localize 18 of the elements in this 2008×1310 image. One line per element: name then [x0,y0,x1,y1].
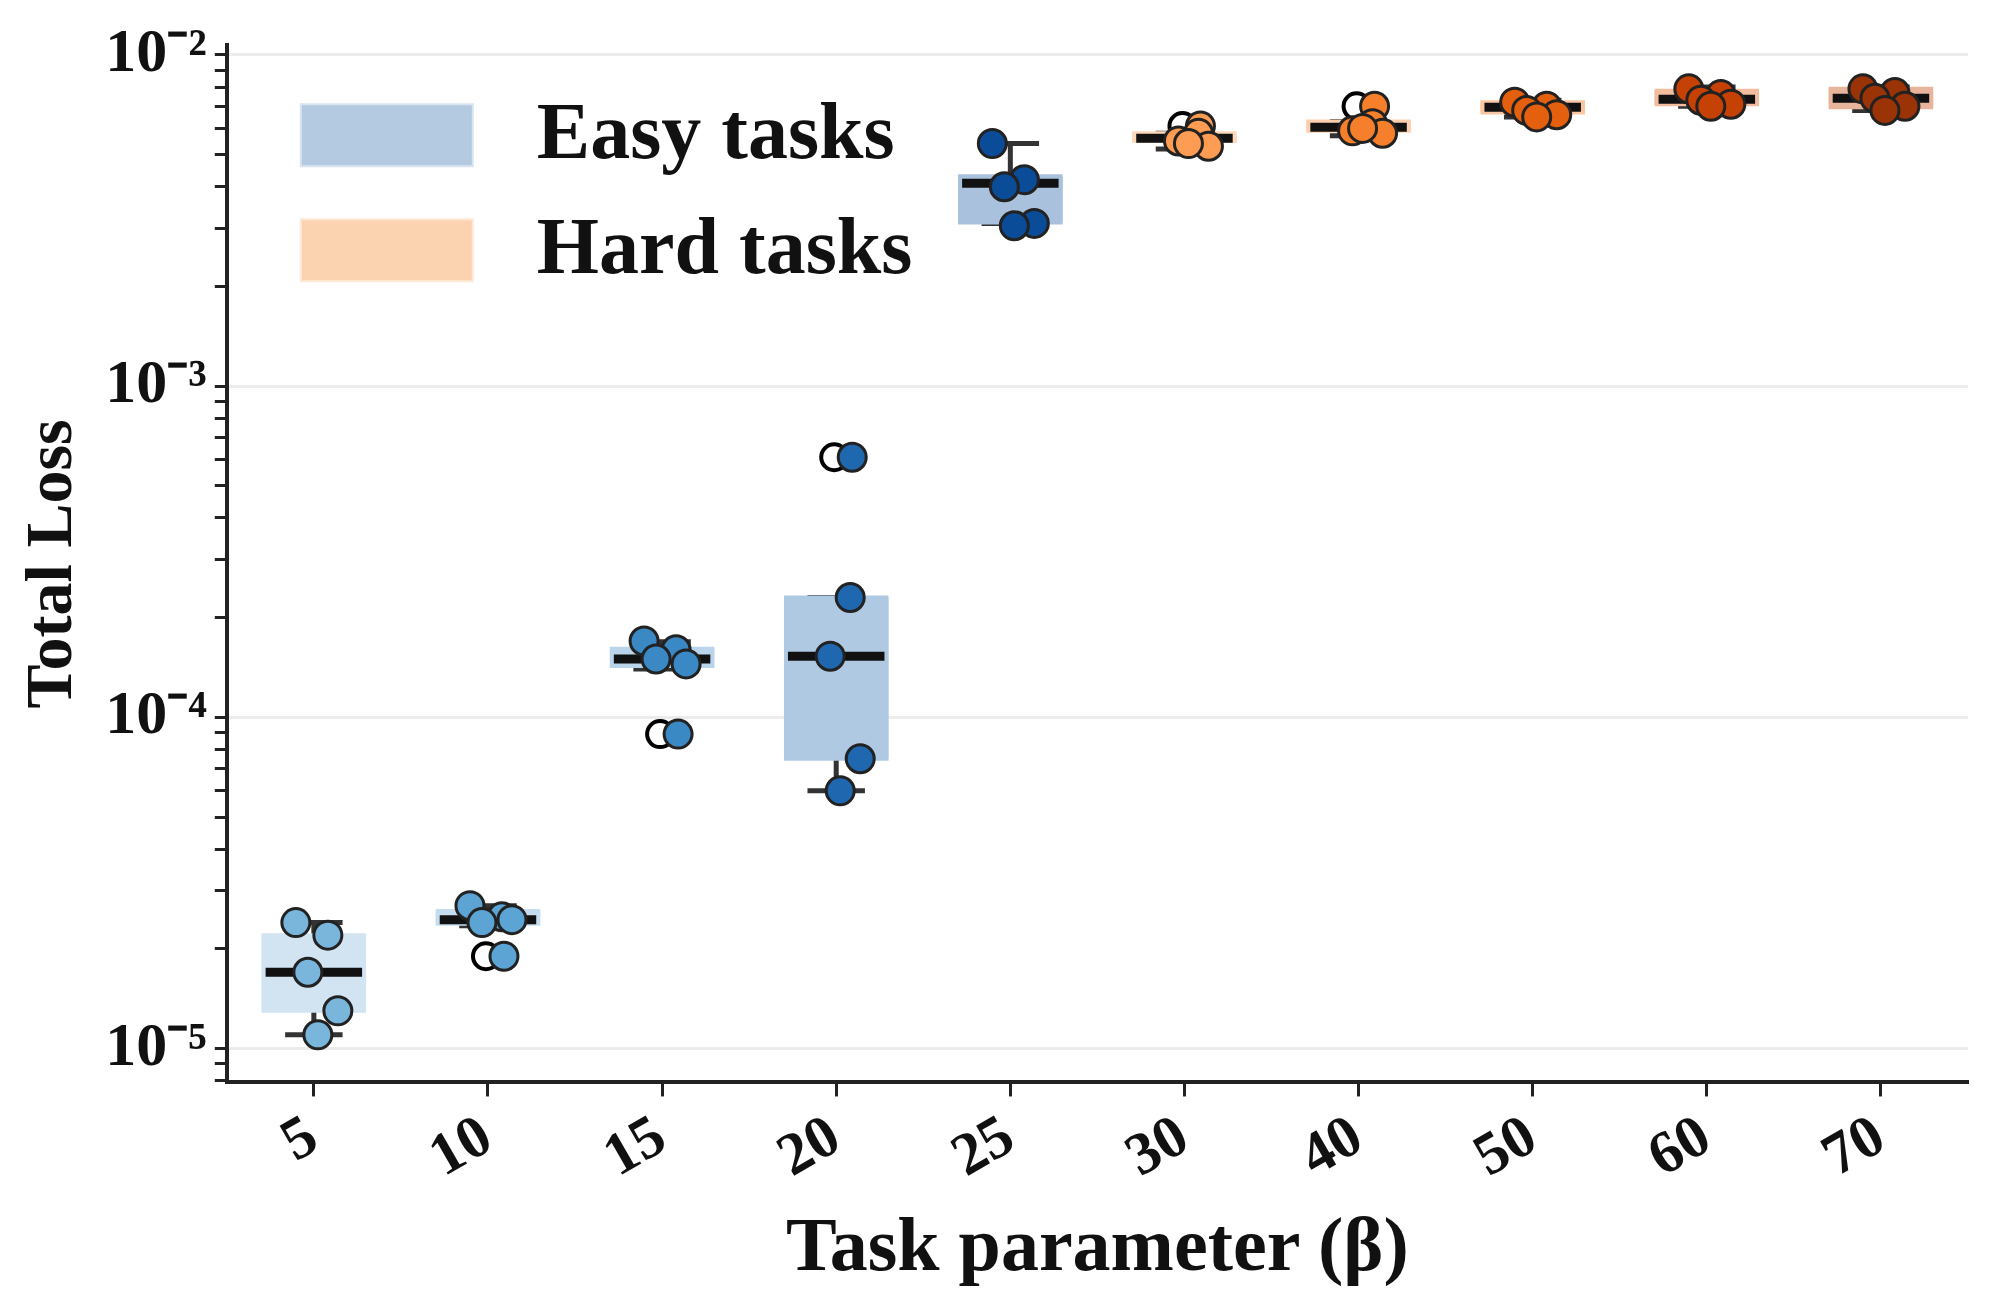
x-tick-label: 30 [1113,1101,1199,1189]
x-tick-label: 40 [1287,1101,1373,1189]
x-tick-label: 5 [269,1101,329,1174]
x-tick-label: 10 [417,1101,503,1189]
x-axis-title: Task parameter (β) [786,1202,1409,1288]
legend-label: Hard tasks [536,201,913,290]
legend-label: Easy tasks [536,86,895,175]
y-tick-label: 10⁻³ [105,347,207,416]
x-tick-label: 70 [1810,1101,1896,1189]
x-tick-label: 60 [1636,1101,1722,1189]
x-tick-label: 50 [1462,1101,1547,1189]
y-tick-label: 10⁻⁴ [105,678,207,747]
x-tick-label: 20 [765,1101,851,1189]
x-tick-label: 15 [591,1101,677,1189]
y-tick-label: 10⁻² [105,15,207,84]
y-tick-label: 10⁻⁵ [105,1009,207,1078]
y-axis-title: Total Loss [11,419,85,709]
x-tick-label: 25 [939,1101,1025,1189]
